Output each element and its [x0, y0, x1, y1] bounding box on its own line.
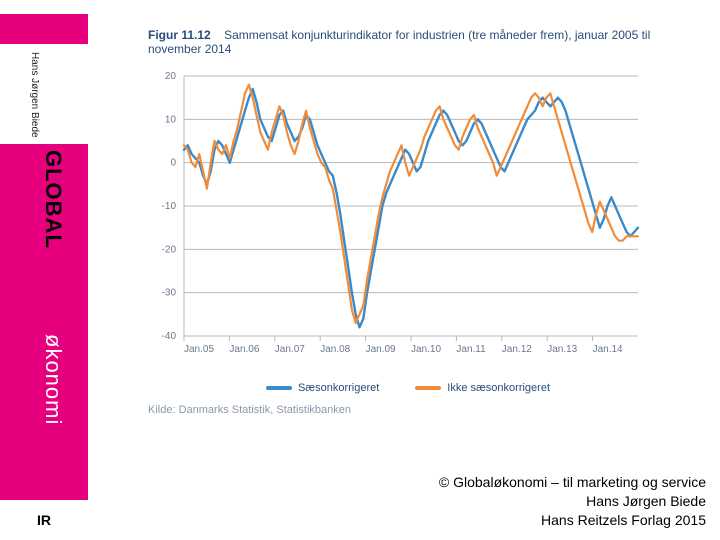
figure-block: Figur 11.12 Sammensat konjunkturindikato…	[148, 28, 668, 416]
sidebar-top-stripe	[0, 14, 88, 44]
legend-label-b: Ikke sæsonkorrigeret	[447, 382, 550, 394]
svg-text:Jan.06: Jan.06	[229, 344, 259, 355]
line-chart: 20 10 0 -10 -20 -30 -40 Jan.05 Jan.06 Jan.07 Jan.0…	[148, 66, 648, 376]
content-area: Figur 11.12 Sammensat konjunkturindikato…	[88, 0, 720, 540]
chart-svg: 20 10 0 -10 -20 -30 -40 Jan.05 Jan.06 Jan.07 Jan.0…	[148, 66, 648, 376]
sidebar-title-black: GLOBAL	[40, 150, 66, 249]
figure-caption: Sammensat konjunkturindikator for indust…	[148, 28, 650, 56]
footer-line-2: Hans Jørgen Biede	[439, 492, 706, 511]
figure-source: Kilde: Danmarks Statistik, Statistikbank…	[148, 404, 668, 416]
svg-text:Jan.12: Jan.12	[502, 344, 532, 355]
svg-text:Jan.05: Jan.05	[184, 344, 214, 355]
svg-text:-30: -30	[162, 288, 177, 299]
svg-text:10: 10	[165, 114, 177, 125]
sidebar-title-block: GLOBAL økonomi	[0, 144, 88, 500]
legend-swatch-a	[266, 386, 292, 390]
footer: © Globaløkonomi – til marketing og servi…	[439, 473, 706, 530]
svg-text:Jan.07: Jan.07	[275, 344, 305, 355]
figure-title: Figur 11.12 Sammensat konjunkturindikato…	[148, 28, 668, 56]
sidebar-author-block: Hans Jørgen Biede	[0, 44, 88, 144]
svg-text:Jan.14: Jan.14	[593, 344, 623, 355]
sidebar-title-white: økonomi	[40, 334, 66, 425]
svg-text:Jan.08: Jan.08	[320, 344, 350, 355]
footer-line-1: © Globaløkonomi – til marketing og servi…	[439, 473, 706, 492]
sidebar: Hans Jørgen Biede GLOBAL økonomi I⁠R	[0, 0, 88, 540]
svg-text:20: 20	[165, 71, 177, 82]
svg-text:Jan.10: Jan.10	[411, 344, 441, 355]
svg-text:-40: -40	[162, 331, 177, 342]
figure-number: Figur 11.12	[148, 28, 211, 42]
svg-text:-10: -10	[162, 201, 177, 212]
svg-text:Jan.09: Jan.09	[366, 344, 396, 355]
legend: Sæsonkorrigeret Ikke sæsonkorrigeret	[148, 382, 668, 394]
legend-item-b: Ikke sæsonkorrigeret	[415, 382, 550, 394]
svg-text:Jan.11: Jan.11	[456, 344, 486, 355]
sidebar-author-text: Hans Jørgen Biede	[29, 52, 40, 138]
svg-text:Jan.13: Jan.13	[547, 344, 577, 355]
legend-item-a: Sæsonkorrigeret	[266, 382, 379, 394]
legend-swatch-b	[415, 386, 441, 390]
svg-text:-20: -20	[162, 244, 177, 255]
footer-line-3: Hans Reitzels Forlag 2015	[439, 511, 706, 530]
sidebar-top-gap	[0, 0, 88, 14]
publisher-logo: I⁠R	[0, 500, 88, 540]
svg-text:0: 0	[170, 158, 176, 169]
legend-label-a: Sæsonkorrigeret	[298, 382, 379, 394]
